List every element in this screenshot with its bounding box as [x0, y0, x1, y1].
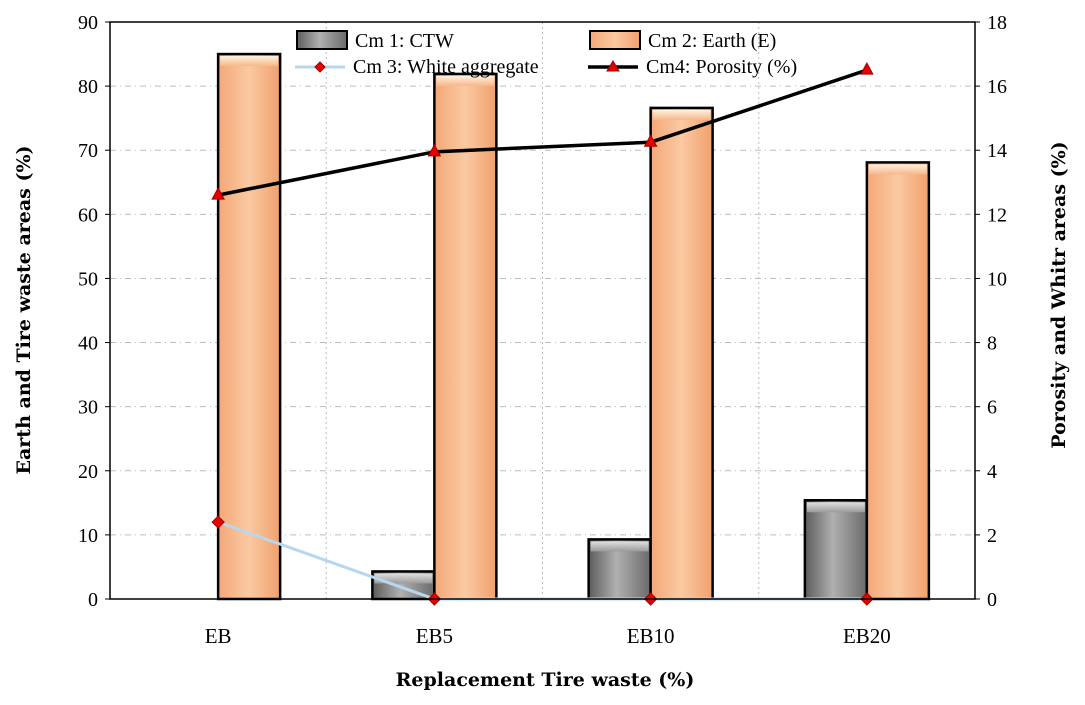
x-tick-label: EB — [205, 624, 232, 648]
bars — [216, 52, 931, 601]
bar-cap — [868, 164, 927, 175]
bar-cap — [220, 56, 279, 67]
legend-label-cm1: Cm 1: CTW — [355, 30, 454, 52]
bar-earth — [649, 106, 714, 601]
y-tick-left: 90 — [78, 12, 98, 34]
plot-area-border — [109, 21, 976, 600]
y-tick-left: 80 — [78, 76, 98, 98]
marker-porosity — [860, 62, 874, 75]
bar-cap — [806, 502, 865, 513]
y-tick-right: 10 — [987, 268, 1007, 290]
y-tick-left: 20 — [78, 461, 98, 483]
bar-body — [649, 106, 714, 601]
legend: Cm 1: CTW Cm 2: Earth (E) Cm 3: White ag… — [295, 30, 797, 78]
y-tick-right: 16 — [987, 76, 1007, 98]
bar-body — [803, 499, 869, 601]
bar-body — [865, 161, 931, 601]
bar-earth — [865, 161, 931, 601]
x-tick-label: EB10 — [627, 624, 675, 648]
y-tick-left: 10 — [78, 525, 98, 547]
y-tick-right: 18 — [987, 12, 1007, 34]
legend-marker-cm3 — [314, 61, 326, 73]
legend-label-cm2: Cm 2: Earth (E) — [648, 30, 776, 52]
line-porosity — [217, 68, 868, 197]
x-axis-title: Replacement Tire waste (%) — [396, 669, 695, 691]
marker-porosity — [427, 143, 442, 157]
y-tick-right: 14 — [987, 140, 1007, 162]
legend-item-cm3: Cm 3: White aggregate — [295, 56, 539, 78]
bar-ctw — [803, 499, 869, 601]
legend-swatch-cm2 — [589, 30, 641, 50]
legend-item-cm4: Cm4: Porosity (%) — [588, 56, 797, 78]
tick-labels: 0 10 20 30 40 50 60 70 80 90 0 2 4 6 8 10 12 14 16 18 EB EB5 E… — [78, 12, 1007, 648]
y-tick-left: 30 — [78, 397, 98, 419]
plot-frame — [105, 21, 980, 600]
y-tick-right: 12 — [987, 204, 1007, 226]
legend-item-cm2: Cm 2: Earth (E) — [589, 30, 776, 52]
legend-marker-cm4 — [606, 60, 620, 72]
marker-porosity — [211, 187, 225, 200]
bar-ctw — [587, 538, 652, 601]
marker-white-aggregate — [211, 515, 225, 529]
y-tick-right: 2 — [987, 525, 997, 547]
y-tick-right: 0 — [987, 589, 997, 611]
x-tick-label: EB20 — [843, 624, 891, 648]
legend-label-cm4: Cm4: Porosity (%) — [646, 56, 797, 78]
bar-cap — [590, 541, 649, 552]
y-tick-left: 70 — [78, 140, 98, 162]
y-axis-title-left: Earth and Tire waste areas (%) — [13, 145, 35, 474]
bar-cap — [374, 573, 433, 584]
bar-body — [216, 52, 282, 601]
legend-label-cm3: Cm 3: White aggregate — [353, 56, 539, 78]
y-tick-right: 8 — [987, 333, 997, 355]
y-tick-left: 40 — [78, 333, 98, 355]
bar-cap — [652, 109, 711, 120]
x-tick-label: EB5 — [416, 624, 453, 648]
y-tick-left: 50 — [78, 268, 98, 290]
y-axis-title-right: Porosity and Whitr areas (%) — [1048, 141, 1070, 448]
y-tick-right: 6 — [987, 397, 997, 419]
y-tick-left: 0 — [88, 589, 98, 611]
y-tick-right: 4 — [987, 461, 997, 483]
legend-item-cm1: Cm 1: CTW — [296, 30, 454, 52]
legend-swatch-cm1 — [296, 30, 348, 50]
bar-earth — [216, 52, 282, 601]
bar-cap — [436, 75, 495, 86]
marker-porosity — [643, 134, 658, 147]
y-tick-left: 60 — [78, 204, 98, 226]
